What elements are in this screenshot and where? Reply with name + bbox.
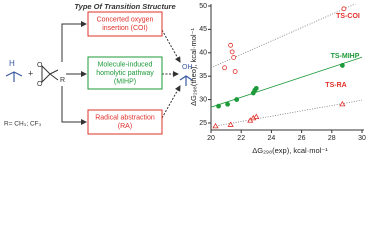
y-tick-label: 40 — [199, 50, 207, 57]
atom-label: O — [37, 81, 43, 88]
atom-label: H — [9, 59, 15, 68]
pathway-label: Radical abstraction — [95, 115, 155, 122]
y-axis-label: ΔG₂₉₈(theo), kcal·mol⁻¹ — [189, 28, 198, 106]
point — [253, 85, 259, 91]
r-note: R= CH₃; CF₃ — [4, 121, 42, 128]
scheme: Type Of Transition Structure H + O O R R… — [4, 2, 193, 135]
x-tick-label: 20 — [207, 135, 215, 142]
y-tick-label: 50 — [199, 3, 207, 10]
atom-label: O — [37, 62, 43, 69]
pathway-label: Concerted oxygen — [97, 17, 154, 24]
product — [179, 75, 193, 86]
y-tick-label: 35 — [199, 73, 207, 80]
x-tick-label: 22 — [237, 135, 245, 142]
point — [229, 49, 235, 55]
point — [232, 69, 238, 74]
x-tick-label: 24 — [268, 135, 276, 142]
y-tick-label: 45 — [199, 26, 207, 33]
point — [225, 101, 231, 107]
point — [341, 6, 347, 12]
chart: ΔG₂₉₈(exp), kcal·mol⁻¹ ΔG₂₉₈(theo), kcal… — [189, 3, 366, 155]
x-axis-label: ΔG₂₉₈(exp), kcal·mol⁻¹ — [252, 146, 328, 155]
pathway-label: insertion (COI) — [102, 25, 148, 32]
x-tick-label: 28 — [328, 135, 336, 142]
series-label: TS-COI — [336, 13, 360, 20]
x-tick-label: 26 — [298, 135, 306, 142]
pathway-box — [87, 11, 163, 37]
atom-label: R — [60, 77, 65, 84]
x-tick-label: 30 — [358, 135, 366, 142]
product-label: OH — [182, 64, 193, 71]
y-tick-label: 25 — [199, 120, 207, 127]
alkane — [5, 71, 23, 82]
series-label: TS-RA — [325, 82, 346, 89]
point — [339, 100, 346, 107]
trend-line — [211, 4, 357, 69]
point — [339, 63, 345, 68]
pathway-label: (RA) — [118, 123, 132, 130]
pathway-box — [87, 109, 163, 135]
pathway-box — [87, 56, 163, 90]
pathway-label: Molecule-induced — [98, 61, 153, 68]
point — [216, 103, 221, 109]
pathway-label: (MIHP) — [114, 78, 136, 85]
trend-line — [211, 99, 363, 128]
arrows — [61, 21, 181, 125]
point — [253, 113, 260, 119]
point — [227, 121, 234, 127]
figure: Type Of Transition Structure H + O O R R… — [4, 2, 366, 155]
y-tick-label: 30 — [199, 96, 207, 103]
point — [212, 122, 219, 129]
point — [222, 65, 227, 71]
series-label: TS-MIHP — [331, 53, 360, 60]
point — [231, 55, 237, 60]
dioxirane — [41, 64, 59, 84]
plus-sign: + — [28, 68, 33, 78]
point — [228, 42, 234, 48]
pathway-label: homolytic pathway — [96, 70, 154, 77]
point — [234, 97, 240, 102]
scheme-title: Type Of Transition Structure — [74, 2, 175, 11]
